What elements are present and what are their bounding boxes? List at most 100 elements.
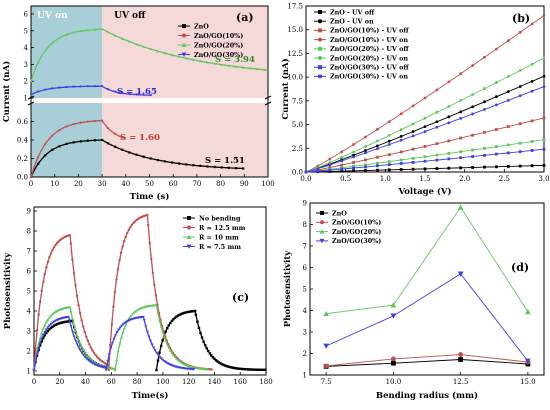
data-point	[234, 65, 238, 68]
data-point	[435, 153, 439, 157]
data-point	[364, 165, 367, 169]
data-point	[77, 303, 80, 307]
data-point	[37, 347, 41, 350]
data-point	[217, 361, 221, 364]
legend-label: ZnO/GO(20%)	[194, 41, 243, 49]
data-point	[447, 139, 451, 143]
data-point	[72, 323, 76, 327]
y-tick-label: 8	[303, 221, 307, 229]
data-point	[495, 145, 498, 149]
data-point	[51, 87, 54, 90]
legend-marker	[187, 225, 191, 230]
data-point	[376, 155, 379, 159]
data-point	[227, 365, 230, 368]
data-point	[106, 127, 110, 130]
data-point	[159, 324, 163, 328]
data-point	[530, 164, 534, 168]
data-point	[85, 335, 88, 338]
data-point	[104, 368, 108, 372]
data-point	[197, 326, 201, 329]
data-point	[58, 36, 61, 40]
data-point	[40, 340, 43, 343]
data-point	[133, 309, 137, 313]
data-point	[352, 155, 355, 159]
data-point	[506, 75, 510, 78]
data-point	[471, 64, 474, 67]
data-point	[89, 361, 93, 364]
y-tick-label: 3	[24, 61, 28, 69]
data-point	[390, 302, 397, 308]
data-point	[29, 93, 33, 96]
data-point	[471, 93, 474, 96]
x-tick-label: 1.5	[419, 175, 430, 183]
data-point	[72, 123, 75, 126]
data-point	[352, 161, 355, 164]
data-point	[126, 319, 130, 323]
data-point	[234, 367, 238, 370]
data-point	[74, 339, 78, 343]
data-point	[82, 325, 85, 328]
data-point	[46, 318, 50, 321]
y-tick-label: 0.4	[17, 137, 29, 145]
legend-marker	[182, 33, 186, 38]
data-point	[128, 151, 131, 154]
uv-on-label: UV on	[37, 11, 68, 21]
data-point	[129, 314, 133, 318]
data-point	[114, 132, 117, 135]
data-point	[69, 325, 73, 329]
data-point	[115, 358, 119, 361]
y-tick-label: 5	[27, 288, 31, 296]
data-point	[256, 67, 259, 71]
annotation-s-1-65: S = 1.65	[117, 87, 157, 97]
data-point	[352, 143, 355, 146]
data-point	[72, 31, 75, 34]
data-point	[156, 158, 159, 162]
x-tick-label: 1.0	[380, 175, 391, 183]
data-point	[38, 300, 42, 303]
x-tick-label: 0	[29, 180, 33, 188]
data-point	[423, 96, 427, 100]
x-axis-label: Voltage (V)	[397, 186, 451, 197]
legend-label: ZnO/GO(20%) - UV on	[330, 54, 408, 62]
data-point	[109, 347, 113, 350]
y-axis-label: Photosensitivity	[283, 250, 293, 327]
data-point	[29, 79, 33, 83]
axis-break-mark	[264, 95, 272, 100]
data-point	[37, 162, 40, 166]
data-point	[506, 125, 510, 129]
data-point	[506, 143, 510, 147]
data-point	[43, 272, 47, 276]
data-point	[51, 312, 54, 316]
y-tick-label: 7.5	[292, 97, 303, 105]
data-point	[192, 368, 196, 371]
data-point	[471, 112, 474, 116]
y-axis-label: Current (nA)	[1, 61, 12, 122]
data-point	[447, 115, 451, 119]
data-point	[387, 163, 391, 167]
data-point	[80, 345, 84, 349]
data-point	[518, 164, 522, 168]
data-point	[149, 47, 153, 51]
data-point	[207, 349, 210, 353]
data-point	[142, 155, 145, 158]
data-point	[399, 162, 403, 165]
data-point	[75, 343, 79, 346]
data-point	[93, 85, 97, 88]
y-tick-label: 15.0	[287, 26, 303, 34]
data-point	[376, 147, 379, 151]
y-tick-label: 3	[303, 329, 307, 337]
data-point	[106, 142, 110, 145]
data-point	[258, 368, 261, 371]
data-point	[376, 168, 379, 172]
data-point	[112, 305, 115, 309]
axis-break-mark	[27, 95, 35, 100]
x-tick-label: 3.0	[538, 175, 549, 183]
data-point	[178, 313, 181, 316]
data-point	[447, 157, 451, 161]
data-point	[172, 318, 175, 321]
x-tick-label: 60	[107, 378, 116, 386]
data-point	[506, 39, 510, 43]
data-point	[65, 320, 68, 323]
data-point	[29, 175, 33, 179]
y-tick-label: 7	[303, 243, 307, 251]
